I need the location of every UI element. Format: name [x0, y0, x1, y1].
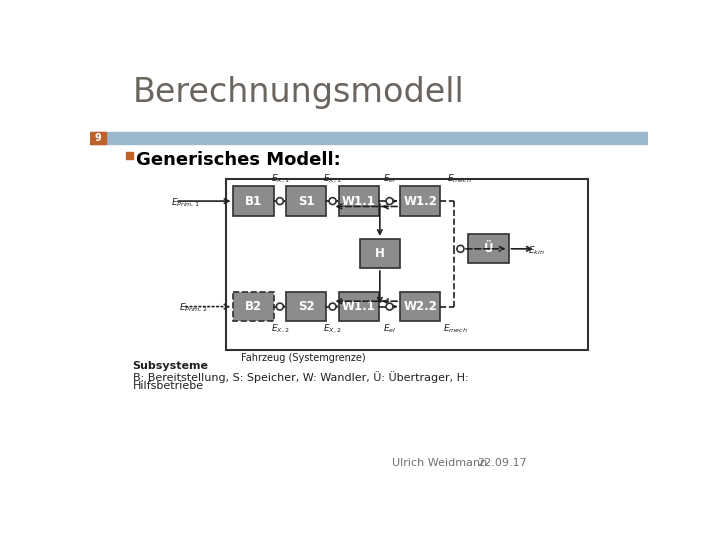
Bar: [400, 292, 441, 321]
Text: Hilfsbetriebe: Hilfsbetriebe: [132, 381, 204, 391]
Bar: [126, 152, 132, 159]
Text: Subsysteme: Subsysteme: [132, 361, 209, 372]
Text: S1: S1: [298, 194, 315, 207]
Bar: [400, 186, 441, 215]
Text: W1.2: W1.2: [403, 194, 437, 207]
Bar: [339, 186, 379, 215]
Text: Generisches Modell:: Generisches Modell:: [137, 151, 341, 169]
Text: 9: 9: [94, 133, 101, 143]
Text: W1.1: W1.1: [342, 300, 376, 313]
Bar: [90, 132, 648, 144]
Circle shape: [386, 303, 393, 310]
Circle shape: [386, 198, 393, 205]
Circle shape: [457, 245, 464, 252]
Text: $E_{mech}$: $E_{mech}$: [444, 323, 468, 335]
Text: $E_{Prim,1}$: $E_{Prim,1}$: [171, 197, 200, 209]
Text: $E_{X,2}$: $E_{X,2}$: [271, 323, 289, 335]
Text: B: Bereitstellung, S: Speicher, W: Wandler, Ü: Übertrager, H:: B: Bereitstellung, S: Speicher, W: Wandl…: [132, 372, 468, 383]
Circle shape: [276, 303, 284, 310]
Text: S2: S2: [298, 300, 315, 313]
Bar: [339, 292, 379, 321]
Text: Berechnungsmodell: Berechnungsmodell: [132, 76, 464, 109]
Text: $E_{Prim,2}$: $E_{Prim,2}$: [179, 302, 208, 314]
Text: W1.1: W1.1: [342, 194, 376, 207]
Text: $E_{X,1}$: $E_{X,1}$: [323, 173, 342, 185]
Bar: [233, 186, 274, 215]
Circle shape: [329, 198, 336, 205]
Bar: [90, 132, 106, 144]
Text: B1: B1: [245, 194, 262, 207]
Text: $E_{mech}$: $E_{mech}$: [447, 172, 472, 185]
Text: $E_{X,1}$: $E_{X,1}$: [271, 173, 289, 185]
Text: $E_{kin}$: $E_{kin}$: [528, 244, 544, 256]
Text: Ulrich Weidmann: Ulrich Weidmann: [392, 457, 487, 468]
Text: B2: B2: [245, 300, 262, 313]
Bar: [360, 239, 400, 268]
Bar: [468, 234, 508, 264]
Text: $E_{el}$: $E_{el}$: [383, 172, 396, 185]
Text: Fahrzeug (Systemgrenze): Fahrzeug (Systemgrenze): [240, 353, 366, 363]
Bar: [233, 292, 274, 321]
Bar: [225, 179, 588, 350]
Bar: [286, 186, 326, 215]
Bar: [286, 292, 326, 321]
Text: H: H: [375, 247, 384, 260]
Text: $E_{el}$: $E_{el}$: [383, 323, 396, 335]
Text: $E_{X,2}$: $E_{X,2}$: [323, 323, 342, 335]
Circle shape: [276, 198, 284, 205]
Text: Ü: Ü: [484, 242, 493, 255]
Text: W2.2: W2.2: [403, 300, 437, 313]
Circle shape: [329, 303, 336, 310]
Text: 22.09.17: 22.09.17: [477, 457, 527, 468]
